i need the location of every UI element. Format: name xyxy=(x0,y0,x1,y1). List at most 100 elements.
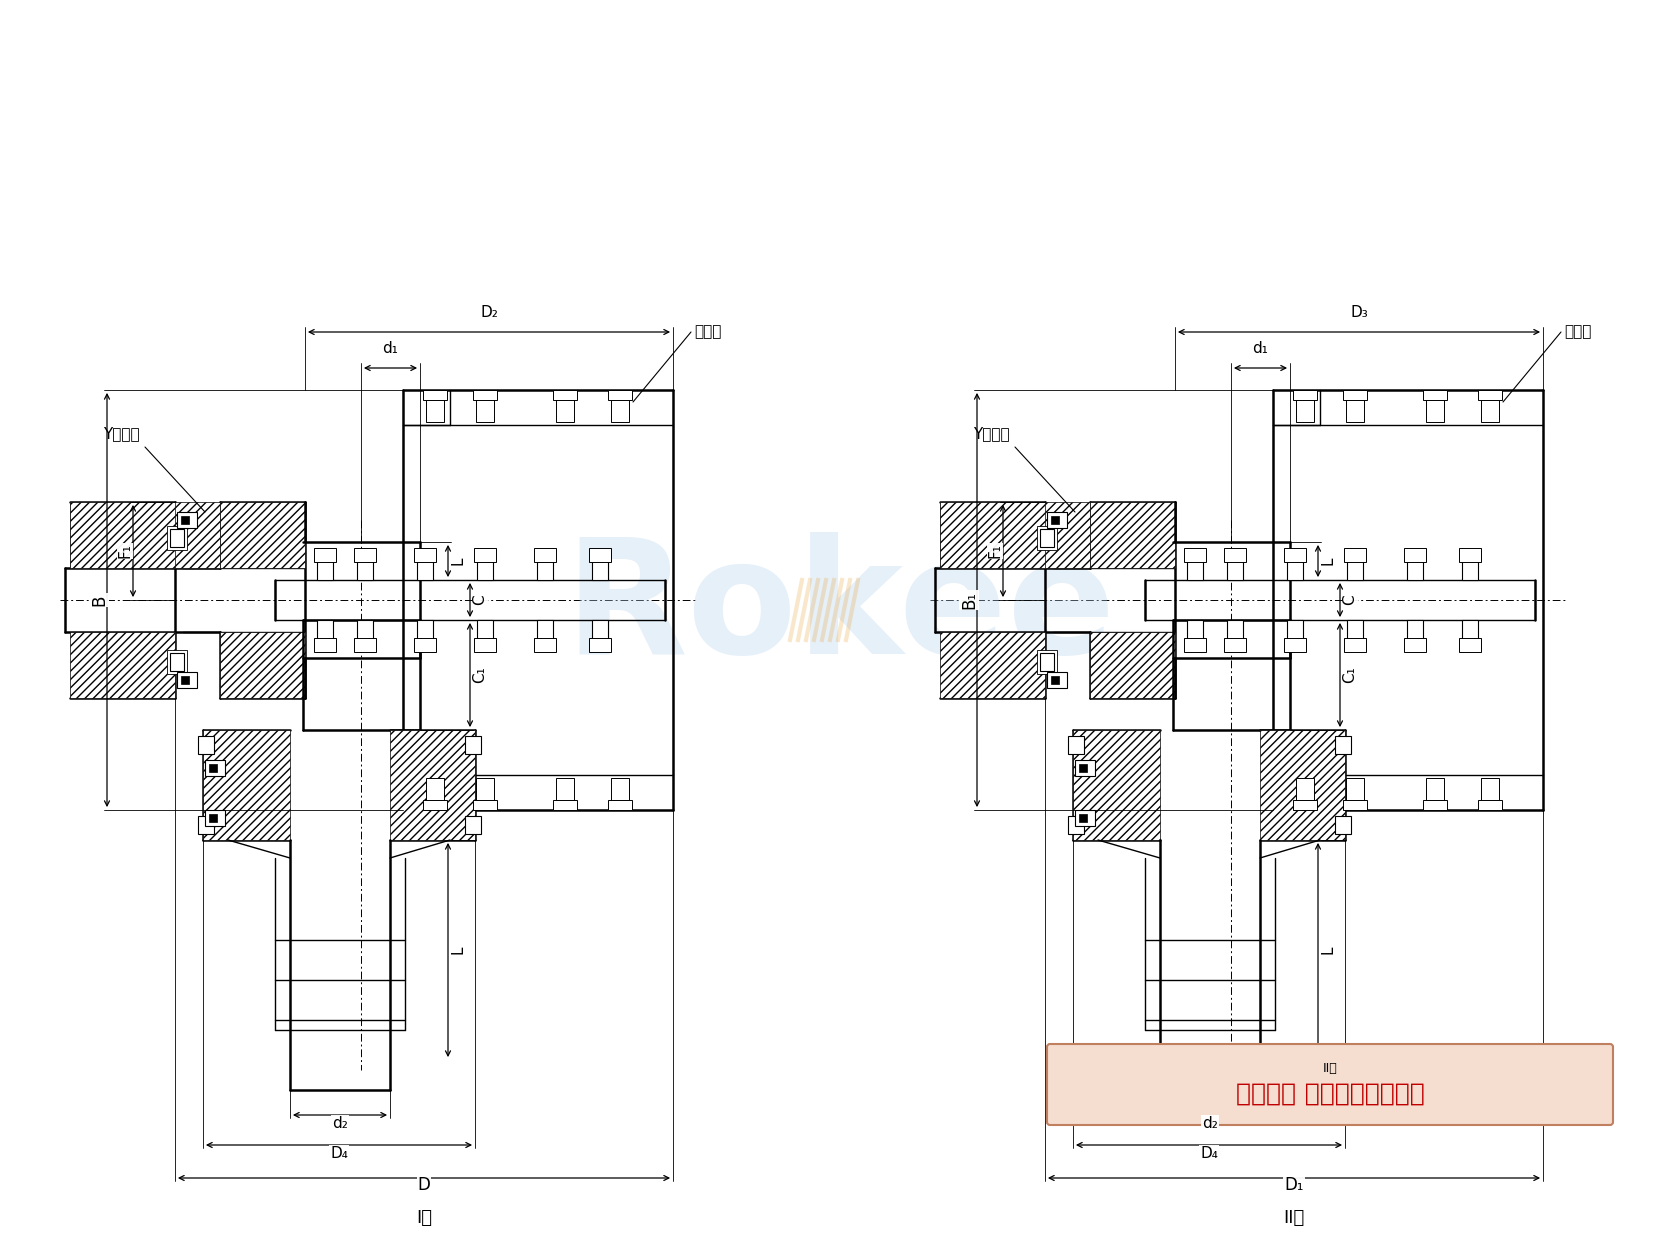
Bar xyxy=(1075,760,1095,776)
Bar xyxy=(427,399,444,422)
Text: d₁: d₁ xyxy=(1253,341,1268,357)
Bar xyxy=(1037,525,1057,551)
Text: Y型轴孔: Y型轴孔 xyxy=(104,426,139,441)
Bar xyxy=(612,399,628,422)
Polygon shape xyxy=(220,633,306,698)
Bar xyxy=(1426,399,1445,422)
Bar xyxy=(1482,777,1499,800)
Bar xyxy=(205,760,225,776)
Polygon shape xyxy=(1260,730,1346,840)
Bar xyxy=(358,559,373,580)
Bar xyxy=(1482,399,1499,422)
Bar xyxy=(1075,810,1095,827)
Polygon shape xyxy=(941,501,1174,568)
Text: d₂: d₂ xyxy=(1203,1116,1218,1131)
Bar xyxy=(1408,559,1423,580)
Bar xyxy=(477,559,492,580)
Bar xyxy=(590,548,612,562)
Text: I型: I型 xyxy=(417,1210,432,1227)
Bar xyxy=(1188,620,1203,640)
Bar xyxy=(318,559,333,580)
Bar xyxy=(354,548,376,562)
Polygon shape xyxy=(390,730,475,840)
Text: 版权所有 侵权必被严厉追究: 版权所有 侵权必被严厉追究 xyxy=(1235,1081,1425,1105)
Text: d₂: d₂ xyxy=(333,1116,348,1131)
Bar xyxy=(1040,529,1053,547)
Bar xyxy=(1287,620,1304,640)
Bar xyxy=(1347,559,1362,580)
Bar xyxy=(417,620,433,640)
Bar xyxy=(1226,559,1243,580)
Text: L: L xyxy=(450,557,465,566)
Bar xyxy=(474,548,496,562)
Bar xyxy=(475,777,494,800)
Bar xyxy=(208,814,217,822)
Polygon shape xyxy=(1090,633,1174,698)
Bar xyxy=(1336,736,1351,753)
Bar xyxy=(612,777,628,800)
Bar xyxy=(1423,391,1446,399)
Bar xyxy=(1478,800,1502,810)
Polygon shape xyxy=(203,730,291,840)
Bar xyxy=(1344,548,1366,562)
Bar xyxy=(474,800,497,810)
Bar xyxy=(1040,653,1053,672)
Bar xyxy=(534,638,556,651)
Bar xyxy=(1344,638,1366,651)
Text: F₁: F₁ xyxy=(118,543,133,558)
Bar xyxy=(465,736,480,753)
Bar xyxy=(1404,548,1426,562)
Bar xyxy=(1295,399,1314,422)
Polygon shape xyxy=(941,501,1045,568)
Bar xyxy=(198,816,213,834)
Bar xyxy=(1408,620,1423,640)
Bar xyxy=(176,512,197,528)
Bar xyxy=(170,529,185,547)
Bar xyxy=(1068,736,1084,753)
Polygon shape xyxy=(71,501,306,568)
Bar xyxy=(423,800,447,810)
Polygon shape xyxy=(71,633,175,698)
Bar xyxy=(413,548,437,562)
Bar xyxy=(1037,650,1057,674)
Polygon shape xyxy=(1090,501,1174,568)
Bar xyxy=(556,777,575,800)
Bar xyxy=(354,638,376,651)
Bar xyxy=(465,816,480,834)
Bar xyxy=(1184,638,1206,651)
Bar xyxy=(1347,620,1362,640)
Bar xyxy=(1225,638,1247,651)
Bar xyxy=(358,620,373,640)
Text: C₁: C₁ xyxy=(472,667,487,683)
Bar xyxy=(608,800,632,810)
Text: D₃: D₃ xyxy=(1351,305,1368,320)
Text: C: C xyxy=(1342,595,1357,605)
Bar xyxy=(427,777,444,800)
Bar xyxy=(1458,638,1482,651)
Bar xyxy=(1458,548,1482,562)
Bar xyxy=(1462,620,1478,640)
Text: B₁: B₁ xyxy=(959,591,978,609)
Text: L: L xyxy=(1320,946,1336,954)
Bar xyxy=(1079,764,1087,772)
Bar xyxy=(423,391,447,399)
Bar xyxy=(208,764,217,772)
Text: L: L xyxy=(450,946,465,954)
Text: D₂: D₂ xyxy=(480,305,497,320)
Bar xyxy=(608,391,632,399)
Bar xyxy=(314,638,336,651)
Bar xyxy=(1284,548,1305,562)
Bar xyxy=(1346,399,1364,422)
Bar xyxy=(166,650,186,674)
Polygon shape xyxy=(71,501,175,568)
Text: Rokee: Rokee xyxy=(564,533,1116,688)
Bar xyxy=(477,620,492,640)
Text: 注油孔: 注油孔 xyxy=(694,325,721,339)
Bar xyxy=(314,548,336,562)
Bar xyxy=(176,672,197,688)
Bar xyxy=(318,620,333,640)
Bar xyxy=(1052,517,1058,524)
Bar xyxy=(1225,548,1247,562)
Text: D₄: D₄ xyxy=(329,1147,348,1160)
Bar xyxy=(205,810,225,827)
